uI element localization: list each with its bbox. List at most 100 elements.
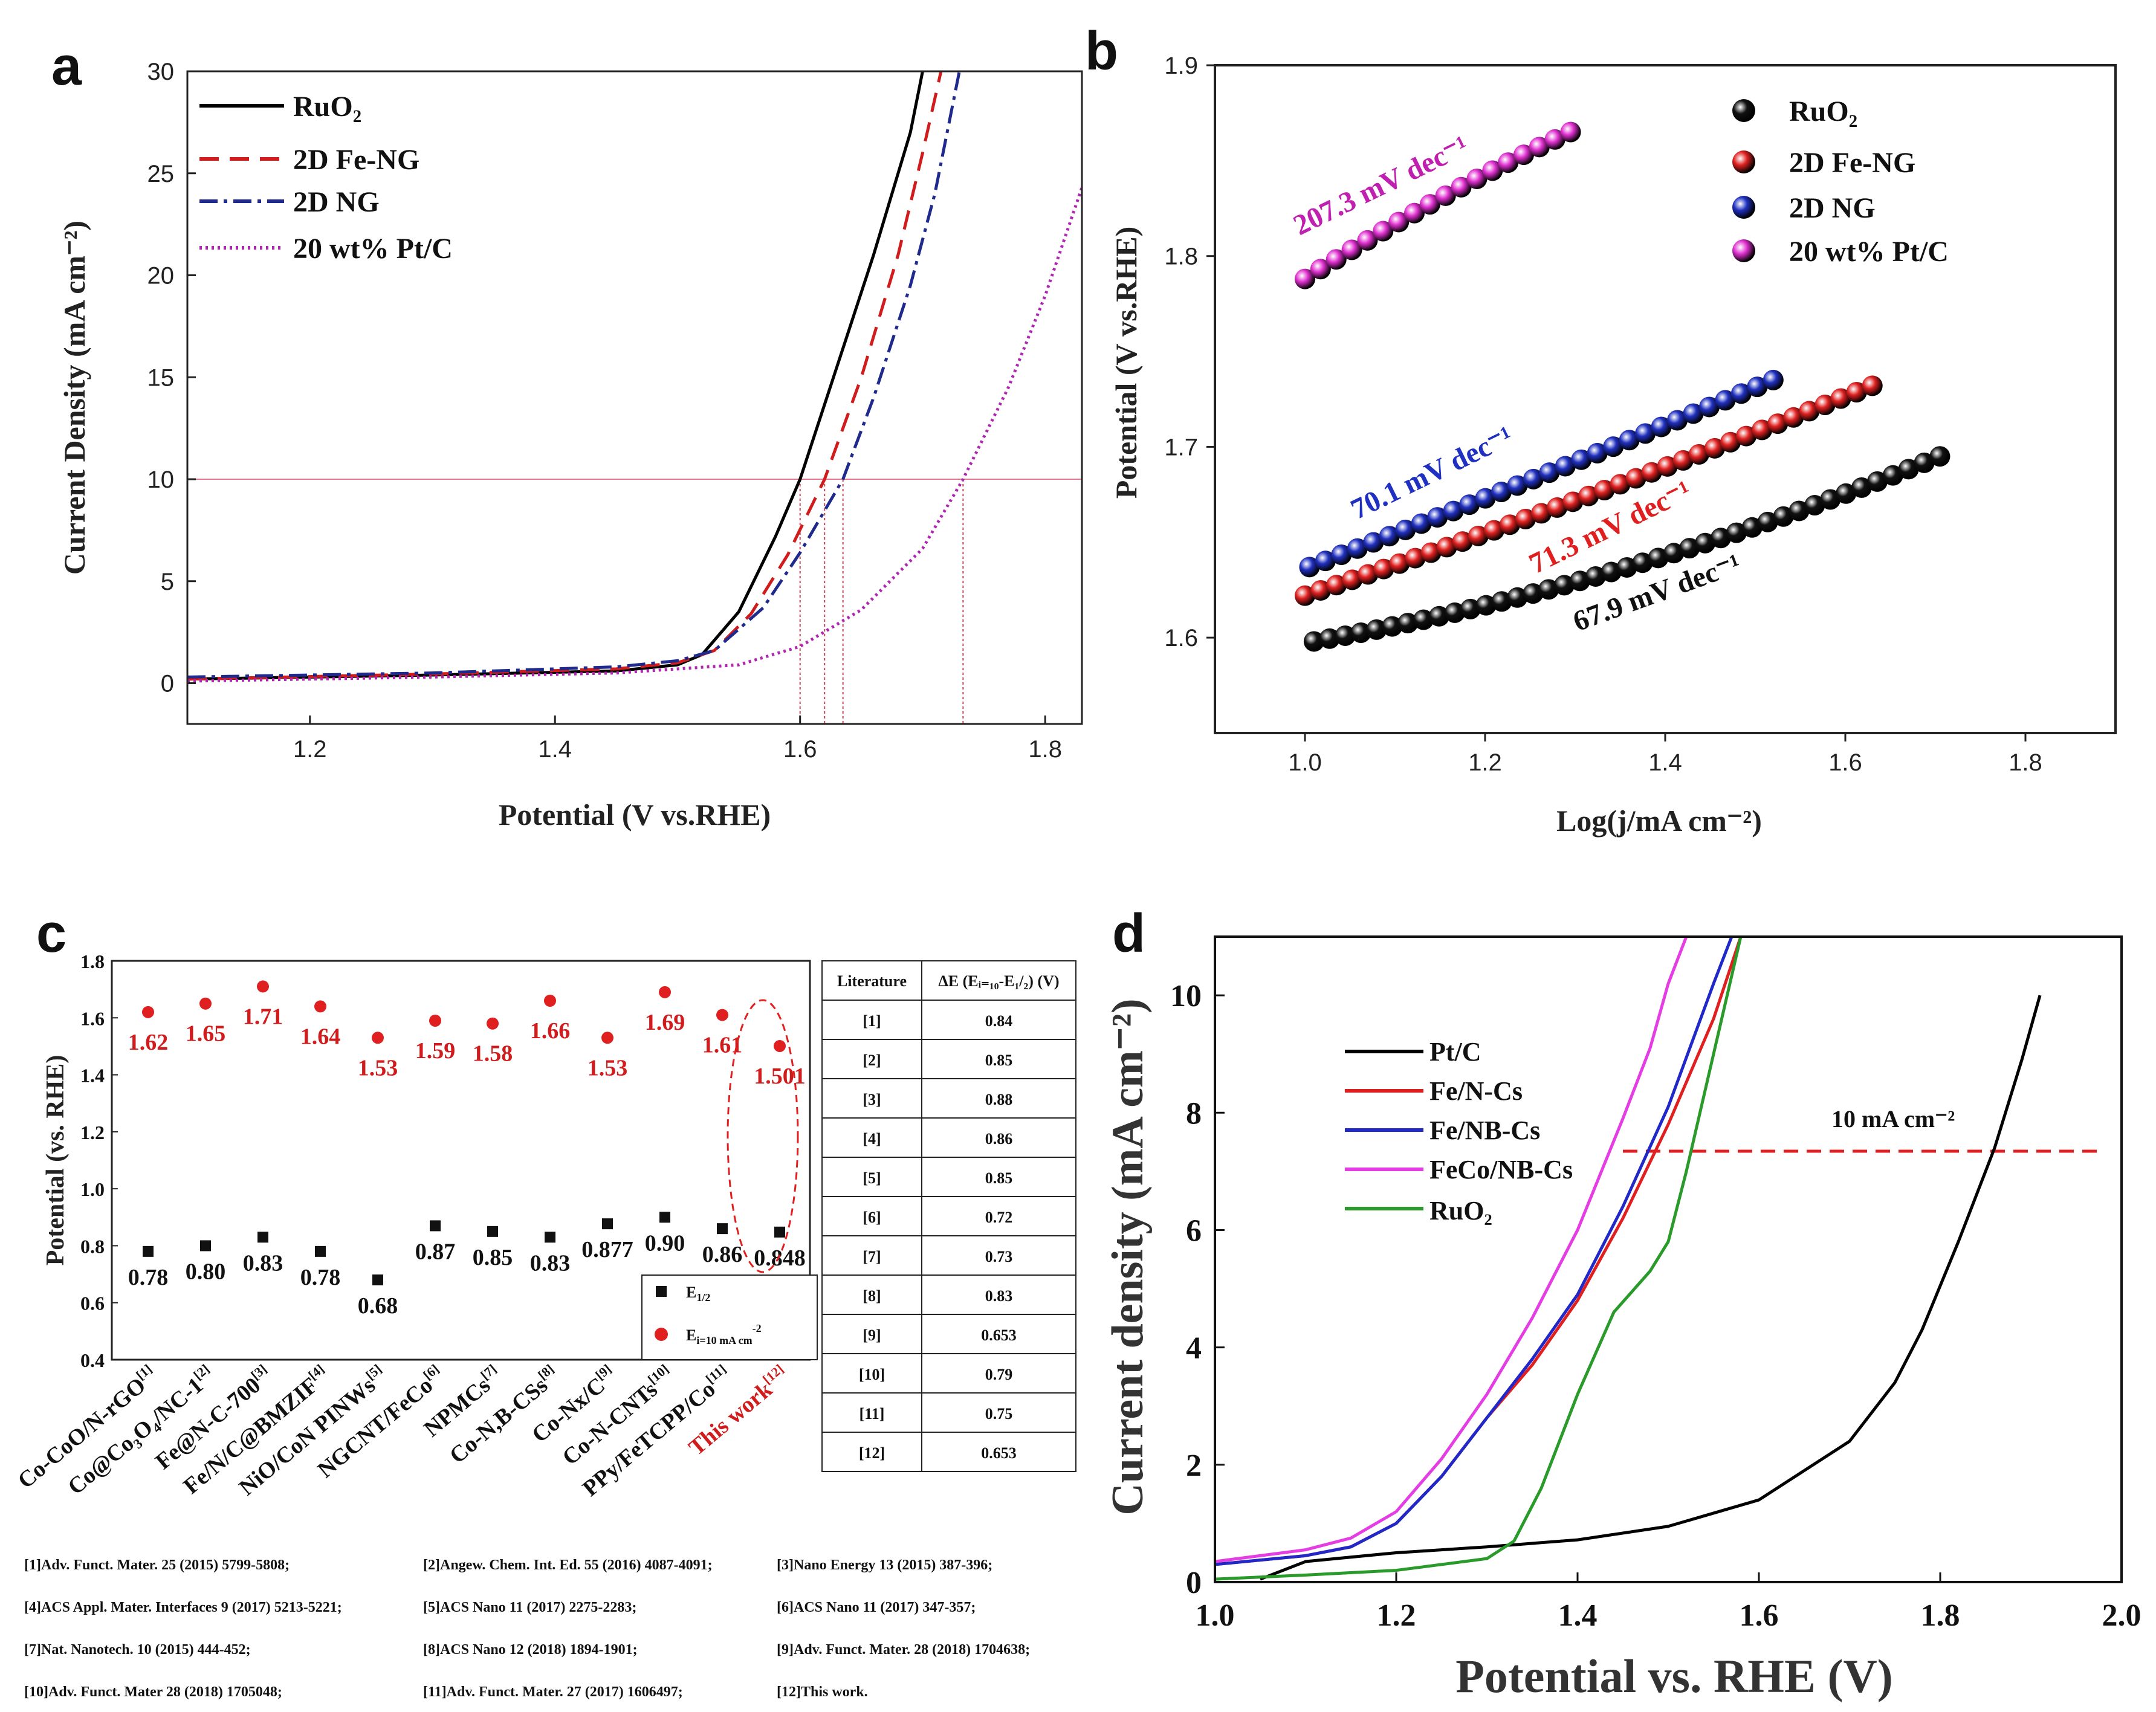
- data-point: [1562, 491, 1584, 512]
- e10-value-label: 1.501: [754, 1064, 806, 1089]
- e-half-value-label: 0.85: [473, 1245, 513, 1270]
- table-cell-value: 0.79: [985, 1366, 1013, 1383]
- x-tick-label: 1.4: [1558, 1598, 1598, 1633]
- panel-c-legend-box: [641, 1274, 818, 1360]
- data-point: [1741, 517, 1763, 538]
- data-point: [1594, 480, 1615, 501]
- data-point: [1403, 202, 1425, 224]
- y-tick-label: 0.8: [80, 1235, 105, 1257]
- panel-c-plot-area: 0.78 1.62 0.80 1.65 0.83 1.71 0.78 1.64 0.68 1.53…: [128, 980, 806, 1319]
- data-point: [1436, 537, 1457, 558]
- x-tick-label: 1.8: [2009, 749, 2042, 776]
- legend-label-ptc: 20 wt% Pt/C: [1789, 236, 1949, 268]
- legend-marker-2d-ng: [1732, 196, 1755, 219]
- panel-c-frame: [111, 960, 811, 1361]
- data-point: [1814, 394, 1836, 415]
- delta-e-table: Literature ΔE (Eᵢ₌₁₀-E₁/₂) (V) [1] 0.84 [2] 0…: [821, 960, 1076, 1472]
- table-cell-value: 0.653: [981, 1444, 1017, 1462]
- panel-a: a 1.2 1.4 1.6 1.8 0 5 10 15 20 25 30 Potential (V…: [51, 36, 1083, 832]
- y-tick-label: 25: [147, 161, 175, 187]
- e10-value-label: 1.59: [415, 1038, 456, 1064]
- y-tick-label: 8: [1186, 1096, 1202, 1131]
- panel-b-plot-area: [1295, 121, 1950, 652]
- e10-value-label: 1.58: [473, 1041, 513, 1067]
- table-cell-ref: [3]: [863, 1091, 881, 1108]
- e-half-value-label: 0.877: [581, 1237, 633, 1262]
- data-point: [1498, 152, 1519, 173]
- data-point: [1319, 628, 1340, 649]
- panel-b-legend: RuO₂ 2D Fe-NG 2D NG 20 wt% Pt/C: [1732, 95, 1949, 268]
- data-point: [1452, 531, 1473, 552]
- table-cell-value: 0.85: [985, 1051, 1013, 1069]
- data-point: [1683, 403, 1704, 424]
- e-half-point: [774, 1226, 785, 1238]
- panel-b-y-ticks: 1.6 1.7 1.8 1.9: [1164, 53, 1215, 651]
- data-point: [1499, 514, 1520, 535]
- x-tick-label: 2.0: [2102, 1598, 2141, 1633]
- data-point: [1459, 494, 1480, 515]
- x-tick-label: 1.4: [538, 736, 572, 763]
- data-point: [1427, 507, 1448, 528]
- data-point: [1544, 129, 1565, 150]
- legend-marker-20-wt-pt-c: [1732, 239, 1755, 262]
- table-cell-ref: [5]: [863, 1169, 881, 1187]
- legend-marker-e-half: [656, 1286, 667, 1297]
- series-line-2d-ng: [187, 71, 961, 679]
- y-tick-label: 1.4: [80, 1065, 105, 1087]
- y-tick-label: 0: [161, 671, 174, 697]
- y-tick-label: 10: [147, 467, 175, 493]
- table-cell-ref: [4]: [863, 1130, 881, 1148]
- reference-item: [5]ACS Nano 11 (2017) 2275-2283;: [423, 1600, 636, 1615]
- data-point: [1704, 438, 1725, 459]
- table-cell-value: 0.84: [985, 1012, 1013, 1030]
- y-tick-label: 4: [1186, 1331, 1202, 1366]
- data-point: [1672, 450, 1694, 471]
- series-line-ruo: [187, 71, 924, 681]
- panel-d-y-label: Current density (mA cm⁻²): [1103, 998, 1153, 1515]
- data-point: [1419, 194, 1440, 215]
- y-tick-label: 20: [147, 263, 175, 289]
- e10-point: [142, 1006, 154, 1018]
- x-tick-label: 1.6: [1740, 1598, 1779, 1633]
- y-tick-label: 1.0: [80, 1178, 105, 1200]
- reference-item: [10]Adv. Funct. Mater 28 (2018) 1705048;: [24, 1684, 282, 1700]
- reference-item: [9]Adv. Funct. Mater. 28 (2018) 1704638;: [777, 1642, 1030, 1658]
- table-header-literature: Literature: [837, 972, 907, 990]
- data-point: [1382, 616, 1403, 637]
- table-cell-ref: [11]: [859, 1405, 885, 1423]
- series-points-ruo: [1303, 446, 1950, 652]
- legend-label-ruo2: RuO₂: [293, 91, 361, 123]
- reference-item: [3]Nano Energy 13 (2015) 387-396;: [777, 1557, 992, 1573]
- data-point: [1898, 459, 1919, 480]
- data-point: [1711, 528, 1732, 549]
- table-cell-value: 0.86: [985, 1130, 1013, 1148]
- data-point: [1475, 595, 1497, 616]
- data-point: [1555, 456, 1576, 477]
- table-cell-ref: [8]: [863, 1287, 881, 1305]
- e10-point: [544, 995, 556, 1007]
- data-point: [1663, 543, 1685, 564]
- data-point: [1513, 144, 1534, 166]
- y-tick-label: 1.8: [1164, 244, 1198, 270]
- data-point: [1610, 474, 1631, 495]
- y-tick-label: 1.6: [1164, 625, 1198, 651]
- data-point: [1616, 557, 1637, 578]
- e10-value-label: 1.53: [358, 1055, 398, 1080]
- e10-value-label: 1.53: [588, 1055, 628, 1080]
- panel-a-y-label: Current Density (mA cm⁻²): [57, 221, 91, 575]
- y-tick-label: 1.7: [1164, 434, 1198, 460]
- e-half-point: [200, 1240, 211, 1252]
- y-tick-label: 5: [161, 569, 174, 595]
- e-half-value-label: 0.90: [645, 1230, 685, 1256]
- data-point: [1342, 569, 1363, 590]
- e-half-point: [487, 1226, 498, 1237]
- data-point: [1836, 483, 1857, 504]
- table-header-delta-e: ΔE (Eᵢ₌₁₀-E₁/₂) (V): [938, 972, 1059, 990]
- data-point: [1405, 548, 1426, 569]
- panel-c-y-ticks: 0.4 0.6 0.8 1.0 1.2 1.4 1.6 1.8: [80, 951, 118, 1371]
- data-point: [1413, 609, 1434, 630]
- series-points-20-wt-pt-c: [1295, 121, 1581, 289]
- data-point: [1726, 522, 1747, 543]
- data-point: [1547, 497, 1568, 518]
- e-half-value-label: 0.80: [186, 1259, 226, 1284]
